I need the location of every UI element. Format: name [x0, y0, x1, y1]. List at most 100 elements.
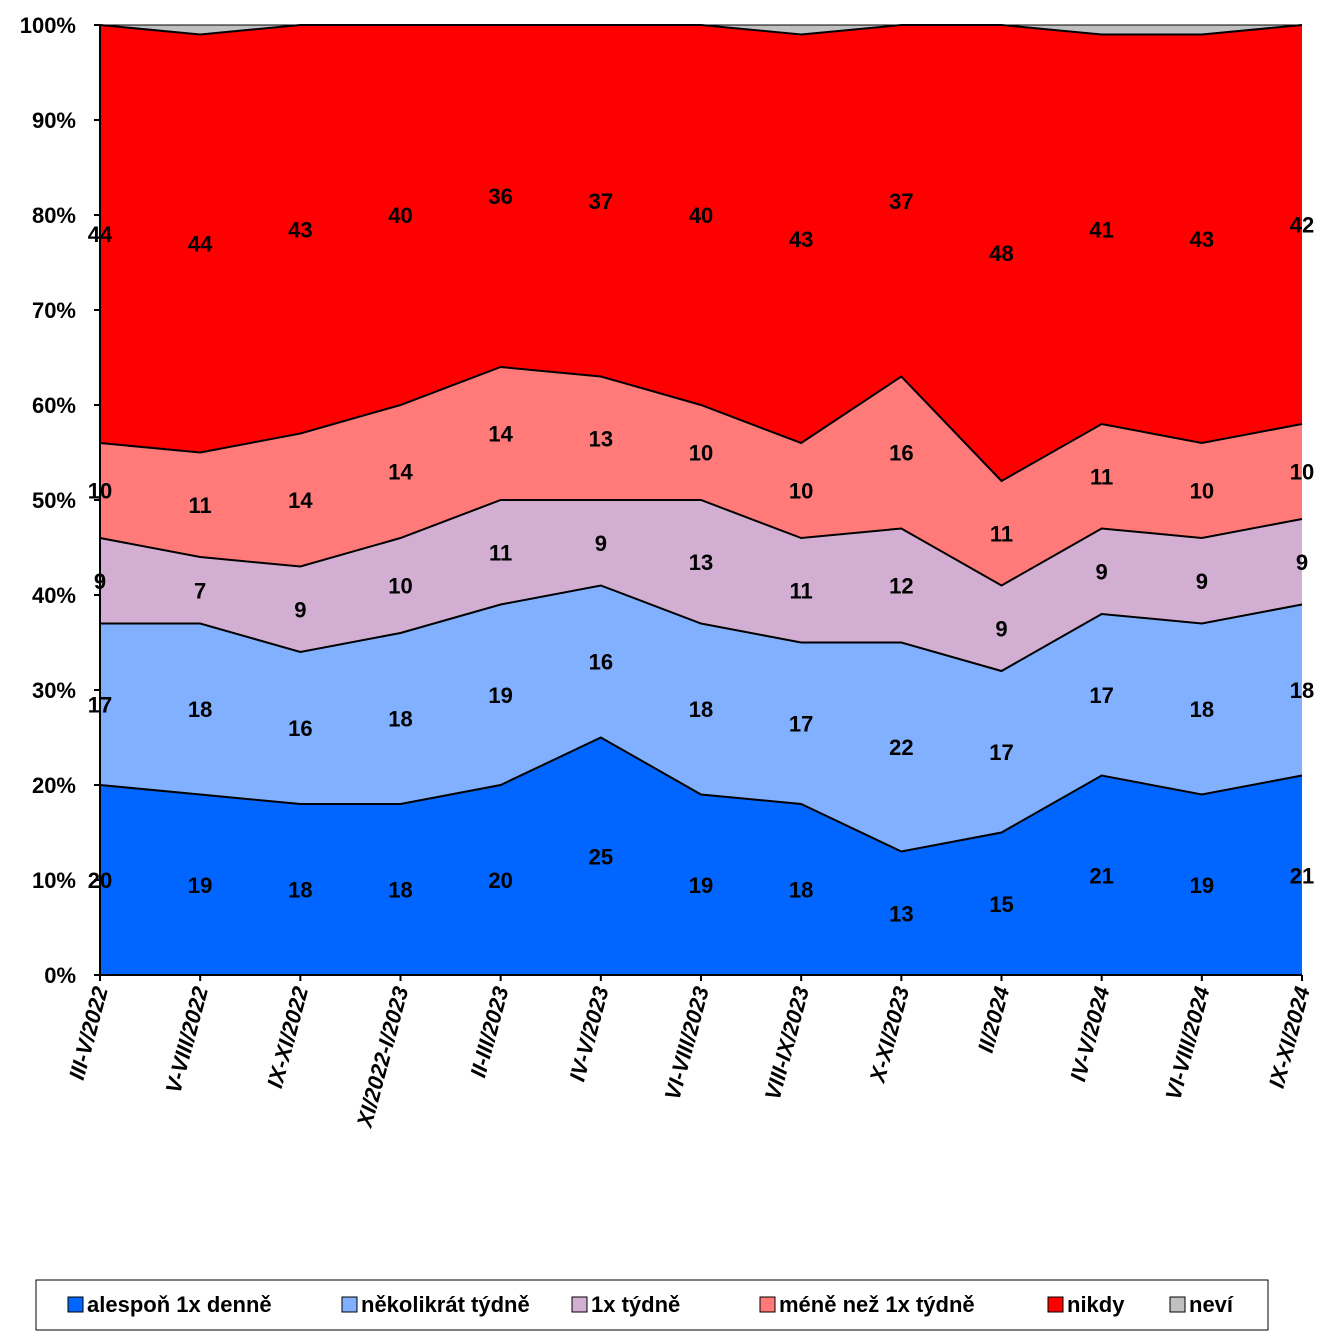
- legend-swatch-alespon-1x-denne: [67, 1296, 84, 1313]
- y-tick-label: 70%: [32, 298, 76, 323]
- data-label: 16: [889, 441, 913, 466]
- data-label: 43: [288, 217, 312, 242]
- legend-label-nekolikrat-tydne: několikrát týdně: [361, 1292, 530, 1317]
- data-label: 19: [1190, 873, 1214, 898]
- data-label: 18: [388, 878, 412, 903]
- x-tick-label: V-VIII/2022: [161, 983, 214, 1096]
- x-tick-label: IV-V/2023: [564, 984, 613, 1084]
- x-tick-label: IX-XI/2024: [1264, 984, 1315, 1091]
- data-label: 48: [989, 241, 1013, 266]
- data-label: 41: [1089, 217, 1113, 242]
- legend: alespoň 1x denně několikrát týdně 1x týdně…: [35, 1279, 1269, 1331]
- y-tick-label: 30%: [32, 678, 76, 703]
- area-mene-nez-1x-tydne: [100, 367, 1302, 586]
- data-label: 18: [789, 878, 813, 903]
- data-label: 9: [595, 531, 607, 556]
- data-label: 7: [194, 578, 206, 603]
- data-label: 9: [1296, 550, 1308, 575]
- data-label: 40: [689, 203, 713, 228]
- legend-label-mene-nez-1x-tydne: méně než 1x týdně: [779, 1292, 975, 1317]
- x-tick-label: IX-XI/2022: [262, 983, 313, 1091]
- legend-swatch-1x-tydne: [571, 1296, 588, 1313]
- data-label: 37: [589, 189, 613, 214]
- y-tick-label: 100%: [20, 13, 76, 38]
- data-label: 18: [188, 697, 212, 722]
- data-label: 11: [990, 521, 1013, 546]
- legend-swatch-mene-nez-1x-tydne: [759, 1296, 776, 1313]
- data-label: 13: [589, 426, 613, 451]
- data-label: 9: [1096, 559, 1108, 584]
- data-label: 19: [689, 873, 713, 898]
- y-tick-label: 10%: [32, 868, 76, 893]
- data-label: 11: [489, 540, 512, 565]
- data-label: 11: [189, 493, 212, 518]
- legend-swatch-nekolikrat-tydne: [341, 1296, 358, 1313]
- y-tick-label: 60%: [32, 393, 76, 418]
- data-label: 18: [288, 878, 312, 903]
- data-label: 13: [689, 550, 713, 575]
- data-label: 17: [789, 711, 813, 736]
- y-tick-label: 0%: [44, 963, 76, 988]
- data-label: 11: [1090, 464, 1113, 489]
- data-label: 36: [488, 184, 512, 209]
- x-tick-label: VI-VIII/2024: [1160, 984, 1214, 1103]
- data-label: 18: [1190, 697, 1214, 722]
- x-tick-label: IV-V/2024: [1065, 984, 1114, 1084]
- data-label: 17: [989, 740, 1013, 765]
- data-label: 21: [1089, 863, 1113, 888]
- data-label: 42: [1290, 213, 1314, 238]
- data-label: 43: [789, 227, 813, 252]
- data-label: 10: [1190, 479, 1214, 504]
- area-nikdy: [100, 25, 1302, 481]
- data-label: 9: [294, 597, 306, 622]
- data-label: 44: [188, 232, 213, 257]
- boundary-line-nekolikrat-tydne: [100, 584, 1303, 673]
- legend-label-alespon-1x-denne: alespoň 1x denně: [87, 1292, 272, 1317]
- area-layers: [99, 24, 1303, 975]
- data-label: 11: [790, 578, 813, 603]
- data-label: 19: [488, 683, 512, 708]
- data-label: 37: [889, 189, 913, 214]
- boundary-line-alespon-1x-denne: [99, 736, 1303, 853]
- data-label: 18: [689, 697, 713, 722]
- data-label: 9: [995, 616, 1007, 641]
- boundary-line-1x-tydne: [99, 499, 1303, 587]
- x-tick-label: II/2024: [973, 984, 1015, 1055]
- area-nekolikrat-tydne: [100, 585, 1302, 852]
- boundary-line-mene-nez-1x-tydne: [99, 365, 1303, 483]
- data-label: 15: [989, 892, 1013, 917]
- x-tick-label: X-XI/2023: [864, 984, 914, 1087]
- area-alespon-1x-denne: [100, 737, 1302, 975]
- legend-label-1x-tydne: 1x týdně: [591, 1292, 680, 1317]
- data-label: 20: [488, 868, 512, 893]
- data-label: 17: [1089, 683, 1113, 708]
- data-label: 16: [589, 650, 613, 675]
- data-label: 43: [1190, 227, 1214, 252]
- data-label: 25: [589, 844, 613, 869]
- data-label: 10: [689, 441, 713, 466]
- y-tick-label: 50%: [32, 488, 76, 513]
- data-label: 18: [388, 707, 412, 732]
- legend-swatch-nevi: [1169, 1296, 1186, 1313]
- area-1x-tydne: [100, 500, 1302, 671]
- data-label: 19: [188, 873, 212, 898]
- data-label: 21: [1290, 863, 1314, 888]
- y-tick-label: 80%: [32, 203, 76, 228]
- data-label: 10: [789, 479, 813, 504]
- legend-label-nevi: neví: [1189, 1292, 1234, 1317]
- x-tick-label: VI-VIII/2023: [660, 984, 714, 1103]
- y-tick-label: 20%: [32, 773, 76, 798]
- y-tick-label: 90%: [32, 108, 76, 133]
- data-label: 14: [488, 422, 513, 447]
- x-tick-label: II-III/2023: [465, 984, 513, 1080]
- x-tick-label: VIII-IX/2023: [760, 984, 814, 1103]
- x-tick-label: III-V/2022: [64, 983, 113, 1082]
- data-label: 14: [288, 488, 313, 513]
- data-label: 22: [889, 735, 913, 760]
- x-tick-label: XI/2022-I/2023: [351, 984, 413, 1132]
- data-label: 9: [1196, 569, 1208, 594]
- data-label: 12: [889, 574, 913, 599]
- data-label: 14: [388, 460, 413, 485]
- data-label: 40: [388, 203, 412, 228]
